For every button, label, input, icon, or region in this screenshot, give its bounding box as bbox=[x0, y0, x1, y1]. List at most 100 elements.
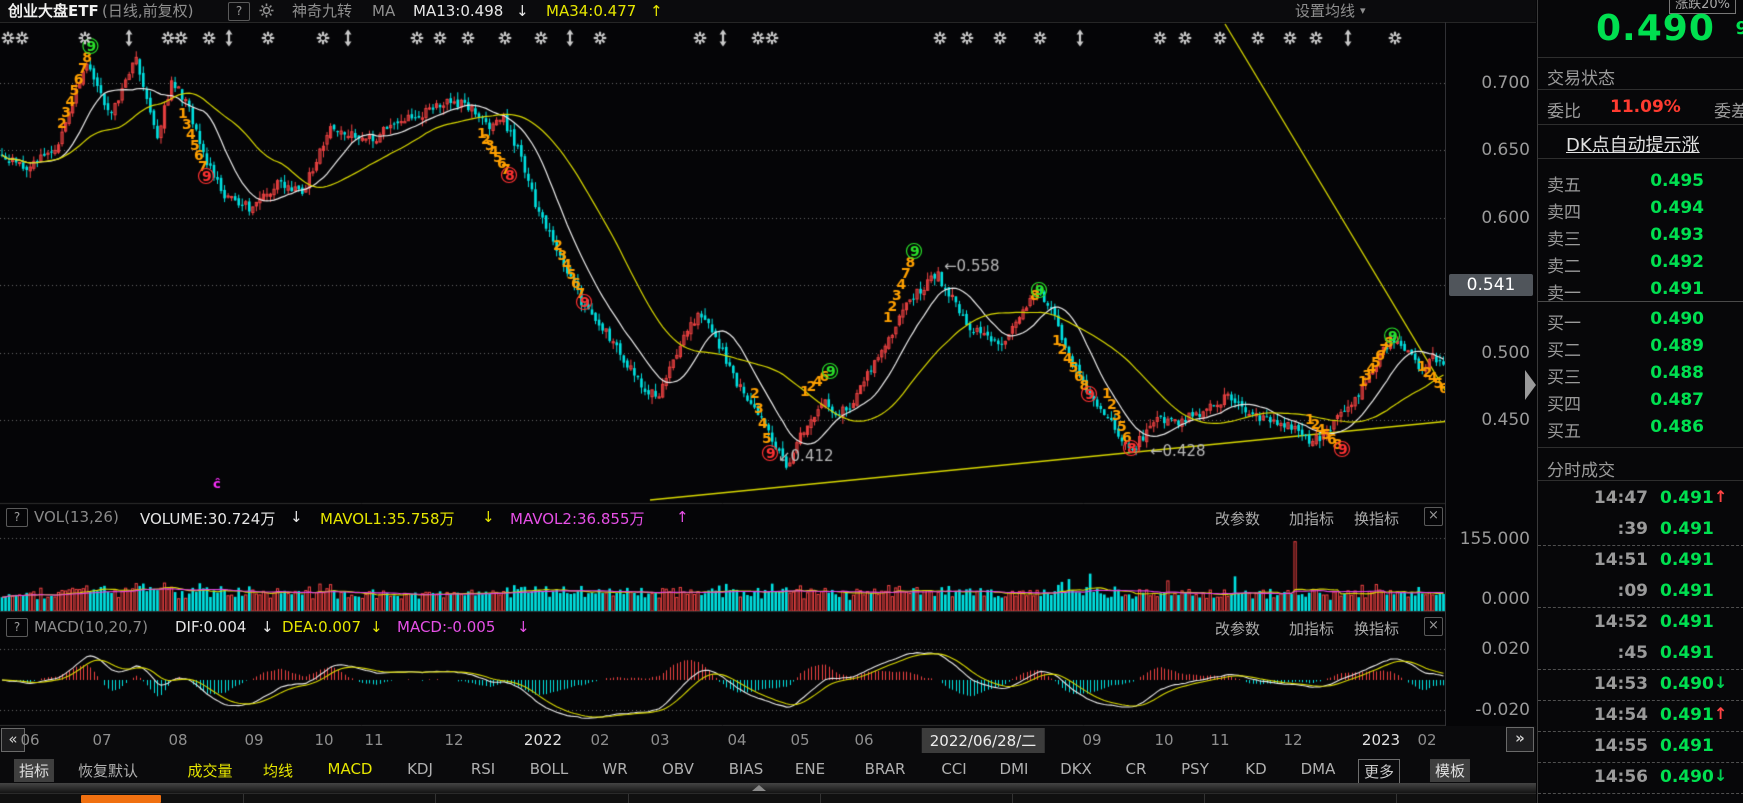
panel-resize-strip[interactable] bbox=[0, 783, 1536, 793]
dk-alert-link[interactable]: DK点自动提示涨 bbox=[1566, 135, 1700, 156]
add-indicator-button[interactable]: 加指标 bbox=[1289, 510, 1335, 528]
axis-price-label: -0.020 bbox=[1475, 700, 1530, 720]
axis-price-label: 0.020 bbox=[1481, 639, 1530, 659]
axis-price-label: 0.500 bbox=[1481, 343, 1530, 363]
tick-up-arrow-icon: ↑ bbox=[1714, 487, 1728, 506]
time-sales-header: 分时成交 bbox=[1547, 461, 1615, 481]
crosshair-date-label: 2022/06/28/二 bbox=[921, 728, 1045, 753]
collapse-panel-icon[interactable] bbox=[1525, 370, 1536, 400]
sell-level-row[interactable]: 卖一 0.491 bbox=[1538, 276, 1743, 304]
tick-time: 14:47 bbox=[1593, 488, 1648, 508]
close-icon[interactable]: × bbox=[1424, 617, 1443, 636]
level-price: 0.494 bbox=[1650, 198, 1704, 218]
toolbar-item-CCI[interactable]: CCI bbox=[941, 760, 967, 778]
level-price: 0.488 bbox=[1650, 363, 1704, 383]
toolbar-item-CR[interactable]: CR bbox=[1125, 760, 1147, 778]
toolbar-item-KDJ[interactable]: KDJ bbox=[407, 760, 433, 778]
tick-time: 14:54 bbox=[1593, 705, 1648, 725]
indicator-magic-nine-label[interactable]: 神奇九转 bbox=[292, 2, 353, 20]
axis-time-label: 02 bbox=[1417, 731, 1437, 749]
collapse-toolbar-icon[interactable] bbox=[752, 785, 766, 791]
sell-level-row[interactable]: 卖四 0.494 bbox=[1538, 195, 1743, 223]
dea-value: DEA:0.007 bbox=[282, 618, 362, 636]
scrollbar-tick bbox=[1012, 794, 1013, 803]
tick-down-arrow-icon: ↓ bbox=[1714, 673, 1728, 692]
tick-time: 14:56 bbox=[1593, 767, 1648, 787]
axis-time-label: 2022 bbox=[523, 731, 563, 749]
tick-price: 0.491 bbox=[1660, 488, 1714, 508]
buy-level-row[interactable]: 买二 0.489 bbox=[1538, 333, 1743, 361]
change-params-button[interactable]: 改参数 bbox=[1215, 510, 1261, 528]
toolbar-item-DMA[interactable]: DMA bbox=[1300, 760, 1336, 778]
indicator-toolbar: 指标 恢复默认 成交量 均线 MACD KDJ RSI BOLL WR OBV BIAS ENE BRA… bbox=[0, 756, 1536, 784]
toolbar-item-DMI[interactable]: DMI bbox=[999, 760, 1029, 778]
axis-time-label: 06 bbox=[20, 731, 40, 749]
toolbar-item-ENE[interactable]: ENE bbox=[794, 760, 826, 778]
add-indicator-button[interactable]: 加指标 bbox=[1289, 620, 1335, 638]
buy-level-row[interactable]: 买一 0.490 bbox=[1538, 306, 1743, 334]
weibi-value: 11.09% bbox=[1610, 97, 1681, 117]
toolbar-item-MACD[interactable]: MACD bbox=[327, 760, 373, 778]
tick-time: 14:55 bbox=[1593, 736, 1648, 756]
help-icon[interactable]: ? bbox=[6, 508, 28, 527]
tick-row: 14:51 0.491 bbox=[1538, 545, 1743, 576]
toolbar-item-指标[interactable]: 指标 bbox=[13, 759, 55, 782]
tick-row: 14:54 0.491 ↑ bbox=[1538, 700, 1743, 732]
close-icon[interactable]: × bbox=[1424, 507, 1443, 526]
toolbar-item-DKX[interactable]: DKX bbox=[1060, 760, 1092, 778]
toolbar-item-WR[interactable]: WR bbox=[602, 760, 628, 778]
change-params-button[interactable]: 改参数 bbox=[1215, 620, 1261, 638]
scrollbar-tick bbox=[435, 794, 436, 803]
help-icon[interactable]: ? bbox=[228, 2, 250, 21]
toolbar-item-模板[interactable]: 模板 bbox=[1429, 759, 1471, 782]
scrollbar-thumb[interactable] bbox=[81, 795, 161, 803]
help-icon[interactable]: ? bbox=[6, 618, 28, 637]
toolbar-item-BRAR[interactable]: BRAR bbox=[864, 760, 906, 778]
axis-time-label: 10 bbox=[1154, 731, 1174, 749]
toolbar-item-PSY[interactable]: PSY bbox=[1181, 760, 1209, 778]
tick-time: 14:51 bbox=[1593, 550, 1648, 570]
scrollbar-tick bbox=[243, 794, 244, 803]
tick-time: :09 bbox=[1617, 581, 1648, 601]
toolbar-item-成交量[interactable]: 成交量 bbox=[187, 762, 233, 780]
toolbar-item-BOLL[interactable]: BOLL bbox=[529, 760, 569, 778]
toolbar-item-RSI[interactable]: RSI bbox=[470, 760, 496, 778]
scroll-left-button[interactable]: « bbox=[1, 728, 25, 752]
price-limit-badge: 涨跌20% bbox=[1669, 0, 1736, 14]
cursor-price-label: 0.541 bbox=[1449, 274, 1533, 296]
weibi-label: 委比 bbox=[1547, 102, 1581, 122]
toolbar-item-恢复默认[interactable]: 恢复默认 bbox=[77, 762, 139, 780]
toolbar-item-均线[interactable]: 均线 bbox=[262, 762, 294, 780]
level-price: 0.486 bbox=[1650, 417, 1704, 437]
mavol1-value: MAVOL1:35.758万 bbox=[320, 510, 455, 528]
vol-indicator-name: VOL(13,26) bbox=[34, 508, 119, 526]
sell-level-row[interactable]: 卖三 0.493 bbox=[1538, 222, 1743, 250]
scrollbar-tick bbox=[820, 794, 821, 803]
horizontal-scrollbar[interactable] bbox=[0, 793, 1536, 803]
axis-time-label: 11 bbox=[364, 731, 384, 749]
axis-time-label: 02 bbox=[590, 731, 610, 749]
scroll-right-button[interactable]: » bbox=[1506, 727, 1534, 752]
toolbar-item-BIAS[interactable]: BIAS bbox=[728, 760, 764, 778]
toolbar-item-KD[interactable]: KD bbox=[1245, 760, 1267, 778]
level-price: 0.493 bbox=[1650, 225, 1704, 245]
symbol-name: 创业大盘ETF bbox=[8, 2, 99, 20]
tick-row: :09 0.491 bbox=[1538, 576, 1743, 608]
buy-level-row[interactable]: 买五 0.486 bbox=[1538, 414, 1743, 442]
buy-level-row[interactable]: 买三 0.488 bbox=[1538, 360, 1743, 388]
toolbar-item-OBV[interactable]: OBV bbox=[662, 760, 694, 778]
toolbar-item-更多[interactable]: 更多 bbox=[1357, 759, 1401, 784]
switch-indicator-button[interactable]: 换指标 bbox=[1354, 620, 1400, 638]
tick-row: 14:52 0.491 bbox=[1538, 607, 1743, 638]
sell-level-row[interactable]: 卖二 0.492 bbox=[1538, 249, 1743, 277]
ma-settings-button[interactable]: 设置均线 bbox=[1295, 2, 1356, 20]
gear-icon[interactable] bbox=[259, 3, 274, 23]
level-price: 0.491 bbox=[1650, 279, 1704, 299]
sell-level-row[interactable]: 卖五 0.495 bbox=[1538, 168, 1743, 196]
title-bar: 创业大盘ETF (日线,前复权) ? 神奇九转 MA MA13:0.498 ↓ … bbox=[0, 0, 1536, 23]
ma34-value: MA34:0.477 bbox=[546, 2, 637, 20]
candlestick-chart-canvas[interactable] bbox=[0, 22, 1445, 726]
macd-value: MACD:-0.005 bbox=[397, 618, 496, 636]
switch-indicator-button[interactable]: 换指标 bbox=[1354, 510, 1400, 528]
buy-level-row[interactable]: 买四 0.487 bbox=[1538, 387, 1743, 415]
